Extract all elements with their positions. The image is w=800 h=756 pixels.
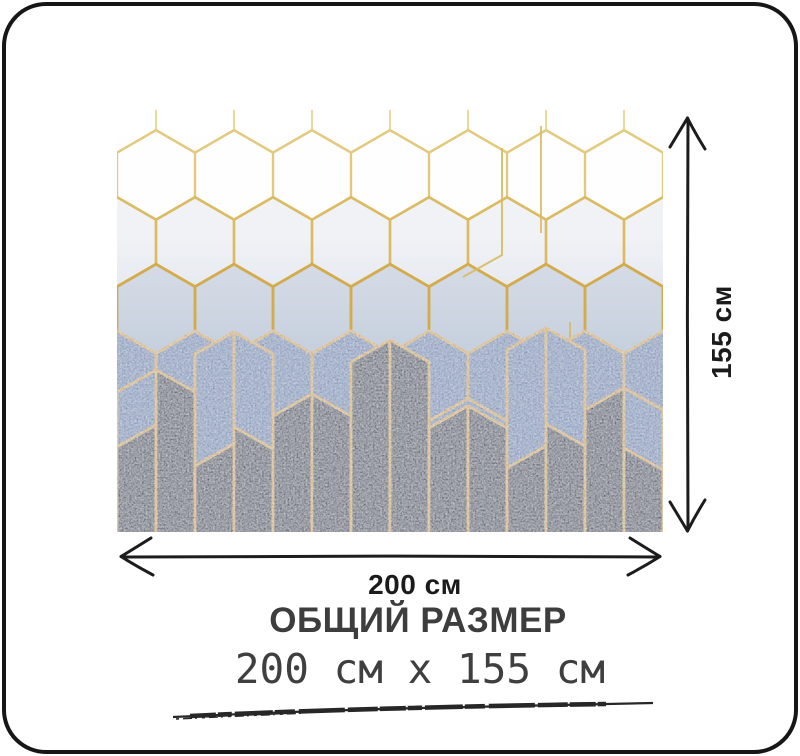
height-dimension-label: 155 см: [706, 285, 737, 379]
hexagon-pattern: [117, 110, 663, 532]
width-dimension-label: 200 см: [368, 569, 462, 600]
total-size-title: ОБЩИЙ РАЗМЕР: [269, 601, 567, 640]
total-size-value: 200 см x 155 см: [234, 645, 606, 693]
mural-image: [117, 110, 663, 532]
